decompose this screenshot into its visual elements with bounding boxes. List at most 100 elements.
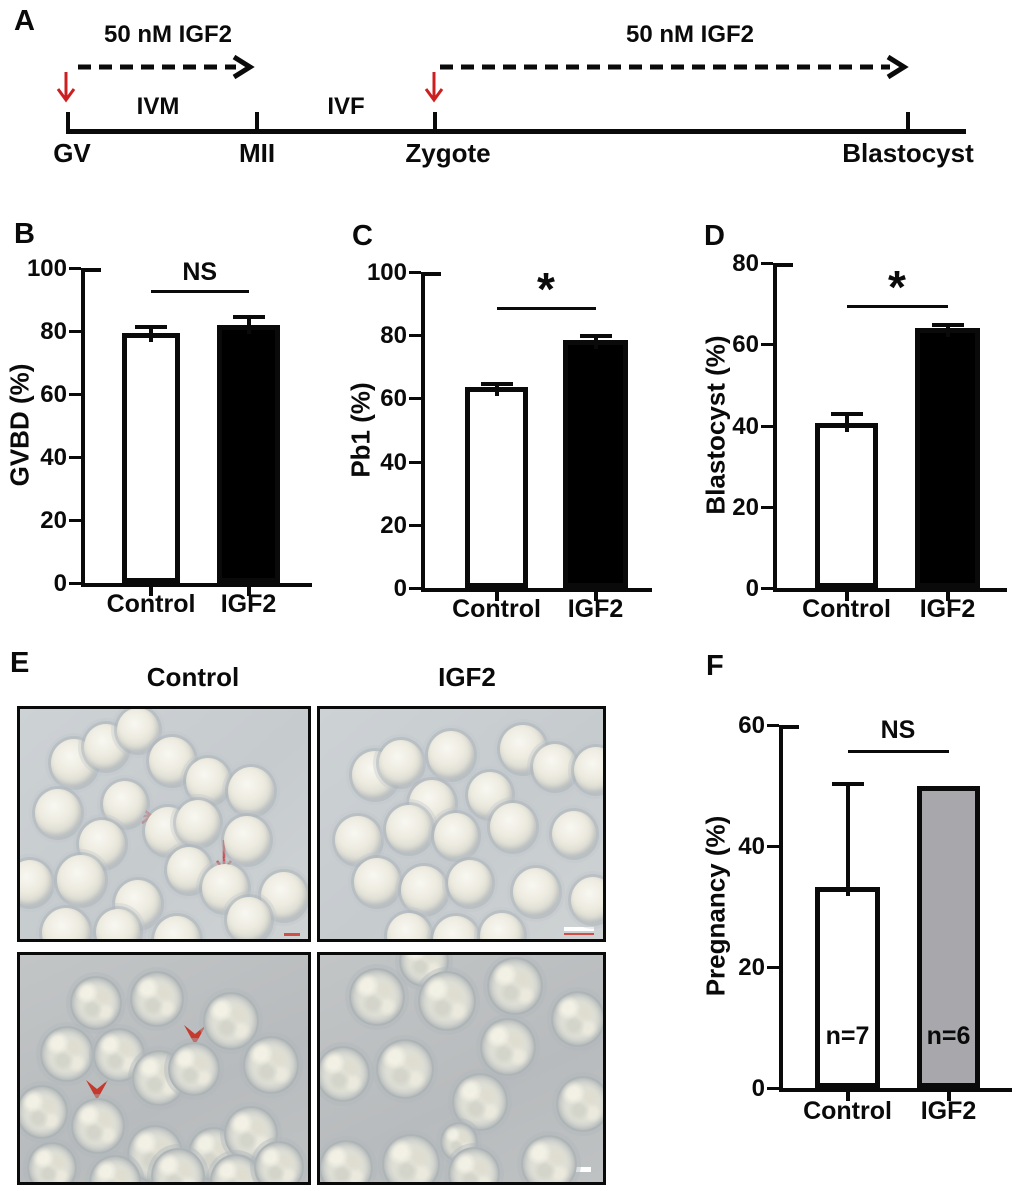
category-label-igf2: IGF2 bbox=[920, 1097, 977, 1125]
red-arrow-down-zygote-icon bbox=[424, 72, 444, 103]
blastocyst bbox=[376, 1039, 435, 1100]
error-bar-cap bbox=[232, 315, 265, 320]
y-tick bbox=[761, 262, 773, 265]
oocyte bbox=[153, 916, 200, 939]
oocyte bbox=[102, 780, 147, 827]
significance-line bbox=[846, 305, 948, 308]
x-tick bbox=[494, 592, 499, 601]
category-label-control: Control bbox=[802, 595, 891, 623]
oocyte bbox=[490, 802, 536, 851]
scale-annotation bbox=[284, 933, 300, 936]
y-tick-label: 0 bbox=[751, 1075, 765, 1102]
y-tick bbox=[767, 1087, 779, 1090]
error-bar-line bbox=[945, 324, 950, 337]
x-axis bbox=[773, 588, 1007, 592]
timeline-axis bbox=[66, 129, 966, 134]
y-tick bbox=[767, 966, 779, 969]
y-axis bbox=[773, 263, 777, 592]
oocyte bbox=[116, 709, 159, 752]
x-tick bbox=[246, 587, 251, 596]
panel-a-letter: A bbox=[14, 5, 35, 37]
x-axis bbox=[779, 1088, 1012, 1092]
y-tick bbox=[409, 523, 421, 527]
y-axis-top-stub bbox=[773, 263, 793, 267]
scale-annotation bbox=[564, 933, 594, 935]
error-bar-cap bbox=[579, 334, 612, 339]
x-tick bbox=[845, 1092, 850, 1101]
blastocyst bbox=[254, 1141, 305, 1182]
oocyte bbox=[228, 766, 275, 815]
panel-e-letter: E bbox=[10, 647, 30, 679]
timeline-tick-zygote bbox=[433, 112, 437, 129]
oocyte bbox=[20, 860, 52, 907]
y-tick bbox=[409, 271, 421, 274]
bar-control bbox=[815, 886, 880, 1088]
blastocyst bbox=[70, 975, 123, 1030]
oocyte bbox=[571, 876, 603, 923]
bar-igf2 bbox=[917, 785, 980, 1088]
y-axis-title: Pregnancy (%) bbox=[700, 815, 731, 997]
bar-igf2 bbox=[915, 328, 980, 588]
y-tick-label: 60 bbox=[380, 385, 407, 413]
micrograph-igf2-oocytes bbox=[317, 706, 606, 942]
y-tick-label: 60 bbox=[738, 712, 765, 739]
x-tick bbox=[593, 592, 598, 601]
y-axis-top-stub bbox=[779, 725, 799, 729]
y-tick-label: 100 bbox=[366, 259, 407, 286]
category-label-igf2: IGF2 bbox=[220, 590, 277, 618]
blastocyst bbox=[20, 1084, 68, 1139]
blastocyst bbox=[556, 1076, 603, 1132]
bar-control bbox=[465, 387, 528, 588]
oocyte bbox=[480, 913, 525, 939]
bar-inner-label: n=6 bbox=[926, 1022, 971, 1050]
category-label-igf2: IGF2 bbox=[567, 595, 624, 623]
red-arrowhead-icon bbox=[184, 1025, 207, 1046]
blastocyst bbox=[242, 1036, 299, 1095]
blastocyst bbox=[382, 1134, 441, 1182]
y-tick bbox=[761, 343, 773, 347]
timeline-tick-gv bbox=[66, 112, 70, 129]
oocyte bbox=[224, 815, 271, 864]
oocyte bbox=[353, 857, 400, 906]
y-tick-label: 40 bbox=[40, 444, 67, 471]
oocyte bbox=[42, 908, 91, 939]
error-bar-line bbox=[844, 413, 849, 433]
blastocyst bbox=[479, 1018, 536, 1077]
significance-label: * bbox=[537, 263, 555, 315]
micrograph-column-title-control: Control bbox=[146, 662, 240, 692]
panel-b-letter: B bbox=[14, 218, 35, 250]
blastocyst bbox=[71, 1097, 126, 1154]
blastocyst bbox=[168, 1042, 221, 1097]
y-tick bbox=[767, 845, 779, 848]
y-axis-top-stub bbox=[421, 272, 441, 276]
category-label-control: Control bbox=[452, 595, 541, 623]
oocyte bbox=[176, 800, 221, 847]
bar-inner-label: n=7 bbox=[825, 1022, 870, 1050]
y-tick bbox=[409, 460, 421, 464]
y-tick-label: 40 bbox=[380, 448, 407, 476]
micrograph-column-title-igf2: IGF2 bbox=[438, 662, 496, 692]
y-tick bbox=[409, 587, 421, 590]
y-tick-label: 40 bbox=[738, 833, 765, 860]
scale-bar bbox=[564, 927, 594, 931]
treatment-label-culture: 50 nM IGF2 bbox=[625, 21, 755, 48]
y-axis-top-stub bbox=[81, 268, 101, 272]
blastocyst bbox=[320, 1140, 374, 1182]
y-tick-label: 100 bbox=[26, 255, 67, 282]
y-axis-title: Pb1 (%) bbox=[345, 382, 376, 478]
stage-label-zygote: Zygote bbox=[405, 138, 491, 168]
y-axis bbox=[421, 272, 425, 592]
x-tick bbox=[946, 1092, 951, 1101]
category-label-control: Control bbox=[803, 1097, 892, 1125]
blastocyst bbox=[202, 992, 259, 1051]
y-tick-label: 80 bbox=[732, 250, 759, 277]
blastocyst bbox=[320, 1045, 370, 1102]
oocyte bbox=[379, 739, 424, 786]
y-axis-title: Blastocyst (%) bbox=[700, 335, 731, 515]
oocyte bbox=[335, 815, 382, 864]
y-tick-label: 60 bbox=[40, 381, 67, 408]
oocyte bbox=[400, 866, 447, 915]
dashed-arrow-culture bbox=[440, 54, 909, 80]
blastocyst bbox=[39, 1026, 94, 1083]
